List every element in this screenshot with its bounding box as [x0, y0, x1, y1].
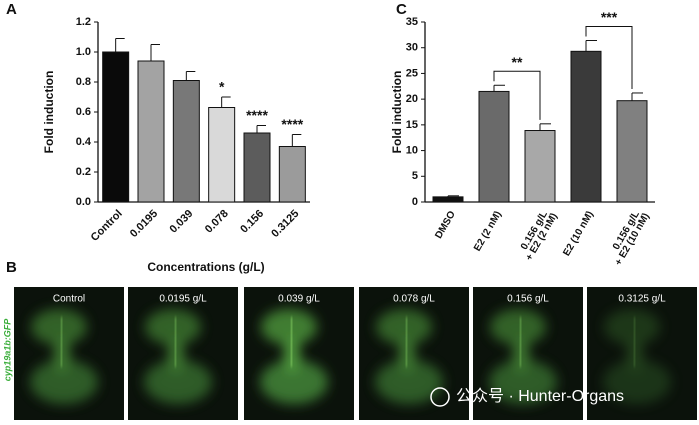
- bar: [243, 132, 271, 203]
- image-label: 0.156 g/L: [507, 294, 549, 305]
- image-label: 0.078 g/L: [393, 294, 435, 305]
- spine: [60, 316, 63, 368]
- bar: [208, 107, 236, 203]
- glow: [144, 360, 212, 404]
- bar: [524, 130, 556, 203]
- panel-label: B: [6, 259, 17, 276]
- significance-label: ***: [601, 9, 618, 25]
- spine: [290, 316, 293, 368]
- y-tick-label: 0.6: [76, 106, 91, 118]
- y-tick-label: 35: [406, 16, 418, 28]
- image-label: 0.3125 g/L: [618, 294, 666, 305]
- y-tick-label: 0.8: [76, 76, 91, 88]
- watermark-icon: [430, 387, 450, 407]
- error-bar: [150, 44, 160, 61]
- gfp-detail: [519, 316, 522, 368]
- gfp-detail: [290, 316, 293, 368]
- glow: [604, 309, 660, 345]
- glow: [260, 360, 328, 404]
- bar: [172, 80, 200, 203]
- error-bar: [585, 40, 597, 52]
- error-bar: [256, 125, 266, 133]
- y-tick-label: 5: [412, 170, 418, 182]
- y-tick-label: 20: [406, 93, 418, 105]
- glow: [145, 309, 201, 345]
- error-bar: [291, 134, 302, 147]
- significance-label: ****: [281, 116, 303, 132]
- bar: [432, 196, 464, 203]
- error-bar: [493, 84, 505, 92]
- glow: [31, 309, 87, 345]
- spine: [519, 316, 522, 368]
- error-bar: [185, 71, 196, 81]
- y-tick-label: 25: [406, 67, 418, 79]
- gfp-detail: [405, 316, 408, 368]
- gfp-signal: [603, 309, 671, 404]
- gfp-signal: [489, 309, 557, 404]
- glow: [376, 309, 432, 345]
- glow: [603, 360, 671, 404]
- y-axis-label: Fold induction: [390, 71, 404, 154]
- y-tick-label: 0.4: [76, 136, 92, 148]
- y-tick-label: 1.0: [76, 46, 91, 58]
- watermark: 公众号 · Hunter-Organs: [456, 387, 624, 405]
- gfp-signal: [144, 309, 212, 404]
- error-bar: [539, 123, 551, 131]
- panel-label: A: [6, 1, 17, 18]
- error-bar: [631, 92, 643, 101]
- error-bar: [115, 38, 125, 52]
- y-tick-label: 10: [406, 144, 418, 156]
- gfp-detail: [60, 316, 63, 368]
- bar: [616, 100, 648, 203]
- x-tick-label: 0.3125: [269, 208, 301, 240]
- x-tick-label: DMSO: [433, 209, 458, 241]
- glow: [30, 360, 98, 404]
- y-tick-label: 0.2: [76, 166, 91, 178]
- x-tick-label: 0.078: [203, 208, 231, 236]
- gfp-signal: [30, 309, 98, 404]
- spine: [405, 316, 408, 368]
- y-tick-label: 0: [412, 196, 418, 208]
- significance-label: **: [512, 54, 523, 70]
- gfp-detail: [633, 316, 636, 368]
- bar: [102, 51, 130, 203]
- spine: [633, 316, 636, 368]
- image-label: Control: [53, 294, 85, 305]
- gfp-signal: [375, 309, 443, 404]
- y-tick-label: 30: [406, 42, 418, 54]
- x-tick-label: E2 (2 nM): [472, 209, 504, 253]
- error-bar: [221, 96, 231, 108]
- glow: [489, 360, 557, 404]
- error-bar: [447, 195, 459, 197]
- x-tick-label: 0.0195: [128, 208, 160, 240]
- bar: [570, 50, 602, 203]
- x-tick-label: 0.156: [238, 208, 266, 236]
- y-axis-label: Fold induction: [42, 71, 56, 154]
- bar: [278, 146, 306, 203]
- x-tick-label: 0.039: [168, 208, 196, 236]
- image-label: 0.0195 g/L: [159, 294, 207, 305]
- image-y-label: cyp19a1b:GFP: [2, 318, 12, 382]
- glow: [261, 309, 317, 345]
- glow: [490, 309, 546, 345]
- bar: [478, 90, 510, 203]
- bracket: [585, 26, 633, 89]
- glow: [375, 360, 443, 404]
- x-tick-label: E2 (10 nM): [561, 209, 596, 258]
- panel-label: C: [396, 1, 407, 18]
- y-tick-label: 1.2: [76, 16, 91, 28]
- image-label: 0.039 g/L: [278, 294, 320, 305]
- gfp-detail: [174, 316, 177, 368]
- spine: [174, 316, 177, 368]
- significance-label: ****: [246, 107, 268, 123]
- y-tick-label: 0.0: [76, 196, 91, 208]
- x-axis-label: Concentrations (g/L): [147, 260, 264, 274]
- y-tick-label: 15: [406, 119, 418, 131]
- bracket: [493, 70, 541, 120]
- significance-label: *: [219, 79, 225, 95]
- x-tick-label: Control: [89, 208, 125, 244]
- bar: [137, 60, 165, 203]
